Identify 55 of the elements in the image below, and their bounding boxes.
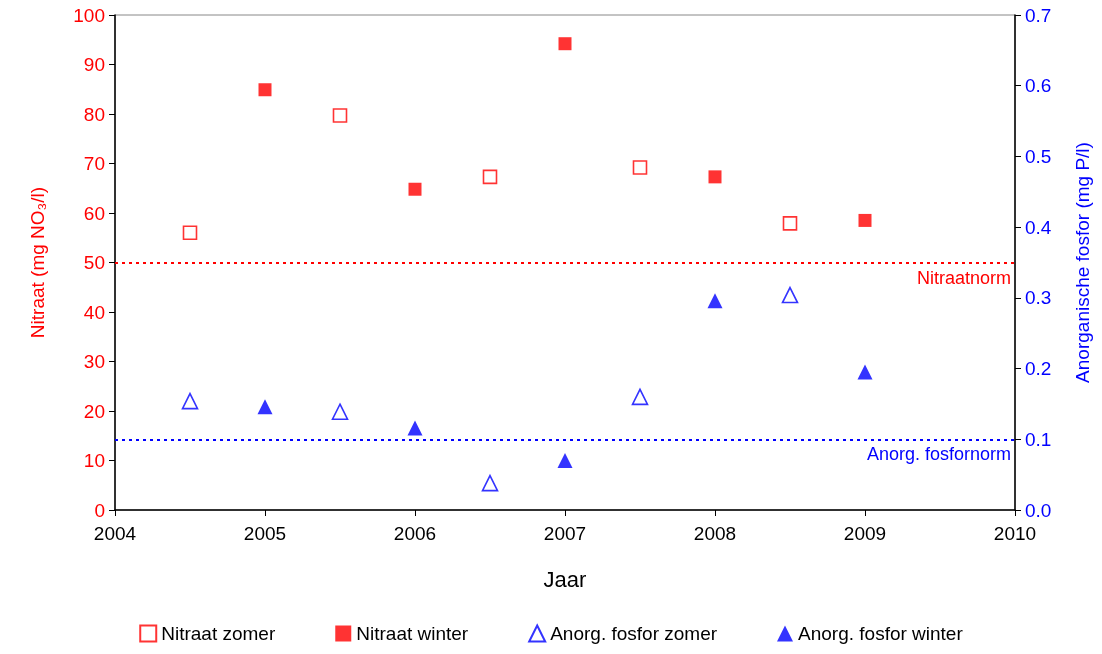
y-tick-label: 0: [94, 499, 105, 521]
y2-tick-label: 0.6: [1025, 75, 1052, 97]
point: [407, 420, 423, 436]
x-tick-label: 2009: [843, 523, 887, 544]
point: [258, 83, 272, 97]
legend-label: Nitraat zomer: [161, 623, 276, 644]
x-tick-label: 2008: [693, 523, 737, 544]
y-tick-label: 30: [83, 351, 105, 372]
x-tick-label: 2007: [543, 523, 587, 544]
y-tick-label: 50: [83, 252, 105, 273]
point: [857, 364, 873, 380]
point: [782, 216, 798, 231]
y2-tick-label: 0.7: [1025, 4, 1052, 26]
point: [631, 388, 649, 406]
ref-line-label: Anorg. fosfornorm: [866, 444, 1011, 465]
y-tick-label: 70: [83, 153, 105, 174]
legend-label: Anorg. fosfor winter: [798, 623, 964, 644]
point: [331, 403, 349, 421]
y2-tick-label: 0.3: [1025, 287, 1052, 309]
y-tick-label: 40: [83, 301, 105, 323]
point: [707, 293, 723, 309]
x-tick-label: 2004: [93, 523, 137, 544]
point: [632, 160, 648, 175]
point: [182, 225, 198, 241]
ref-line-label: Nitraatnorm: [916, 267, 1011, 288]
point: [482, 169, 498, 185]
x-tick-label: 2005: [243, 523, 287, 544]
y2-axis-title: Anorganische fosfor (mg P/l): [1072, 142, 1093, 383]
legend-label: Anorg. fosfor zomer: [550, 623, 718, 644]
y-tick-label: 100: [73, 4, 105, 26]
point: [708, 170, 722, 184]
point: [558, 37, 572, 51]
y2-tick-label: 0.0: [1025, 499, 1052, 521]
y-axis-title: Nitraat (mg NO₃/l): [27, 186, 48, 339]
point: [408, 182, 422, 196]
point: [257, 399, 273, 415]
point: [332, 108, 348, 123]
y-tick-label: 80: [83, 103, 105, 125]
point: [781, 286, 799, 304]
y2-tick-label: 0.4: [1025, 216, 1052, 238]
y2-tick-label: 0.1: [1025, 428, 1052, 450]
y2-tick-label: 0.5: [1025, 145, 1052, 167]
point: [557, 453, 573, 468]
y-tick-label: 60: [83, 202, 105, 224]
x-tick-label: 2010: [993, 523, 1037, 544]
x-axis-title: Jaar: [543, 566, 587, 592]
point: [858, 213, 872, 227]
y-tick-label: 90: [83, 54, 105, 75]
y-tick-label: 20: [83, 400, 105, 422]
x-tick-label: 2006: [393, 523, 437, 544]
y2-tick-label: 0.2: [1025, 358, 1052, 380]
point: [481, 474, 499, 492]
legend-label: Nitraat winter: [356, 623, 469, 644]
point: [181, 392, 199, 410]
y-tick-label: 10: [83, 450, 105, 471]
